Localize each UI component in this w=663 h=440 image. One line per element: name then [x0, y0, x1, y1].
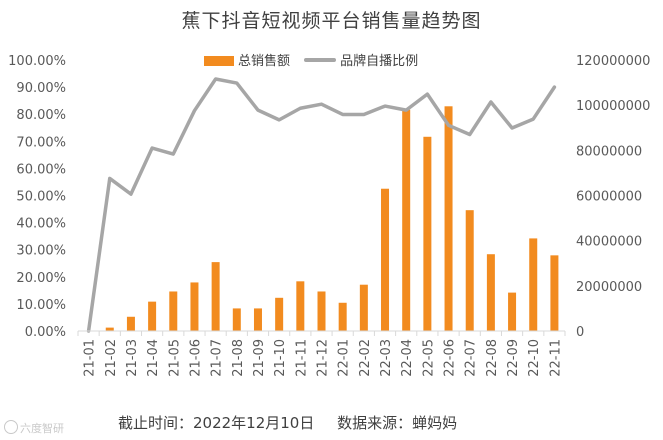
y-left-tick-label: 80.00%: [16, 108, 66, 123]
x-tick-label-22-09: 22-09: [506, 339, 521, 377]
bar-21-02: [105, 327, 114, 331]
watermark-logo-icon: [4, 420, 18, 434]
bar-21-12: [317, 291, 326, 331]
legend-item-sales: 总销售额: [204, 50, 290, 69]
bar-22-09: [508, 292, 517, 331]
x-tick-label-21-11: 21-11: [294, 339, 309, 377]
y-left-tick-label: 70.00%: [16, 135, 66, 150]
x-tick-label-21-10: 21-10: [273, 339, 288, 377]
bar-22-08: [486, 254, 495, 331]
bar-22-11: [550, 255, 559, 331]
y-right-tick-label: 100000000: [576, 99, 650, 114]
x-tick-label-21-01: 21-01: [83, 339, 98, 377]
x-tick-label-21-08: 21-08: [231, 339, 246, 377]
bar-21-04: [148, 301, 157, 331]
x-tick-label-21-07: 21-07: [210, 339, 225, 377]
bar-22-03: [381, 188, 390, 331]
x-tick-label-21-02: 21-02: [104, 339, 119, 377]
bar-22-04: [402, 109, 411, 331]
x-tick-label-21-09: 21-09: [252, 339, 267, 377]
bar-22-06: [444, 106, 453, 331]
legend-label-sales: 总销售额: [238, 54, 291, 69]
chart-footer: 截止时间：2022年12月10日 数据来源：蝉妈妈: [118, 412, 475, 433]
x-tick-label-22-11: 22-11: [548, 339, 563, 377]
bar-21-11: [296, 281, 305, 331]
bar-22-01: [338, 302, 347, 331]
bar-22-02: [359, 284, 368, 331]
bar-21-08: [232, 308, 241, 331]
bar-21-07: [211, 262, 220, 331]
bar-21-05: [169, 291, 178, 331]
data-source-text: 数据来源：蝉妈妈: [337, 414, 458, 432]
x-tick-label-22-05: 22-05: [421, 339, 436, 377]
x-tick-label-22-07: 22-07: [464, 339, 479, 377]
chart-title: 蕉下抖音短视频平台销售量趋势图: [181, 10, 482, 32]
y-left-tick-label: 40.00%: [16, 217, 66, 232]
bar-21-10: [275, 297, 284, 331]
x-tick-label-22-04: 22-04: [400, 339, 415, 377]
bar-21-03: [126, 316, 135, 331]
chart-legend: 总销售额 品牌自播比例: [204, 50, 428, 69]
legend-label-ratio: 品牌自播比例: [340, 54, 419, 69]
cutoff-date-text: 截止时间：2022年12月10日: [118, 414, 315, 432]
y-right-tick-label: 60000000: [576, 190, 642, 205]
y-left-tick-label: 100.00%: [8, 54, 66, 69]
y-right-tick-label: 20000000: [576, 280, 642, 295]
y-left-tick-label: 10.00%: [16, 298, 66, 313]
x-tick-label-21-04: 21-04: [146, 339, 161, 377]
y-right-tick-label: 0: [576, 325, 584, 340]
x-tick-label-22-10: 22-10: [527, 339, 542, 377]
y-left-tick-label: 50.00%: [16, 190, 66, 205]
bar-22-07: [465, 210, 474, 331]
y-left-tick-label: 60.00%: [16, 162, 66, 177]
y-left-tick-label: 0.00%: [25, 325, 66, 340]
x-tick-label-21-05: 21-05: [167, 339, 182, 377]
y-left-tick-label: 90.00%: [16, 81, 66, 96]
bar-22-05: [423, 136, 432, 331]
line-series-ratio: [86, 77, 557, 333]
bar-21-06: [190, 282, 199, 331]
watermark-text: 六度智研: [20, 422, 64, 435]
legend-item-ratio: 品牌自播比例: [304, 50, 418, 69]
legend-bar-swatch: [204, 56, 234, 66]
x-tick-label-21-03: 21-03: [125, 339, 140, 377]
watermark: 六度智研: [4, 420, 64, 436]
y-right-tick-label: 80000000: [576, 144, 642, 159]
y-left-tick-label: 30.00%: [16, 244, 66, 259]
x-tick-label-22-06: 22-06: [443, 339, 458, 377]
x-tick-label-22-08: 22-08: [485, 339, 500, 377]
x-tick-label-22-01: 22-01: [337, 339, 352, 377]
y-left-tick-label: 20.00%: [16, 271, 66, 286]
legend-line-swatch: [304, 58, 337, 62]
bar-22-10: [529, 238, 538, 331]
y-right-tick-label: 40000000: [576, 235, 642, 250]
bar-21-09: [253, 308, 262, 331]
x-tick-label-21-12: 21-12: [316, 339, 331, 377]
x-tick-label-21-06: 21-06: [188, 339, 203, 377]
y-right-tick-label: 120000000: [576, 54, 650, 69]
x-tick-label-22-02: 22-02: [358, 339, 373, 377]
x-tick-label-22-03: 22-03: [379, 339, 394, 377]
